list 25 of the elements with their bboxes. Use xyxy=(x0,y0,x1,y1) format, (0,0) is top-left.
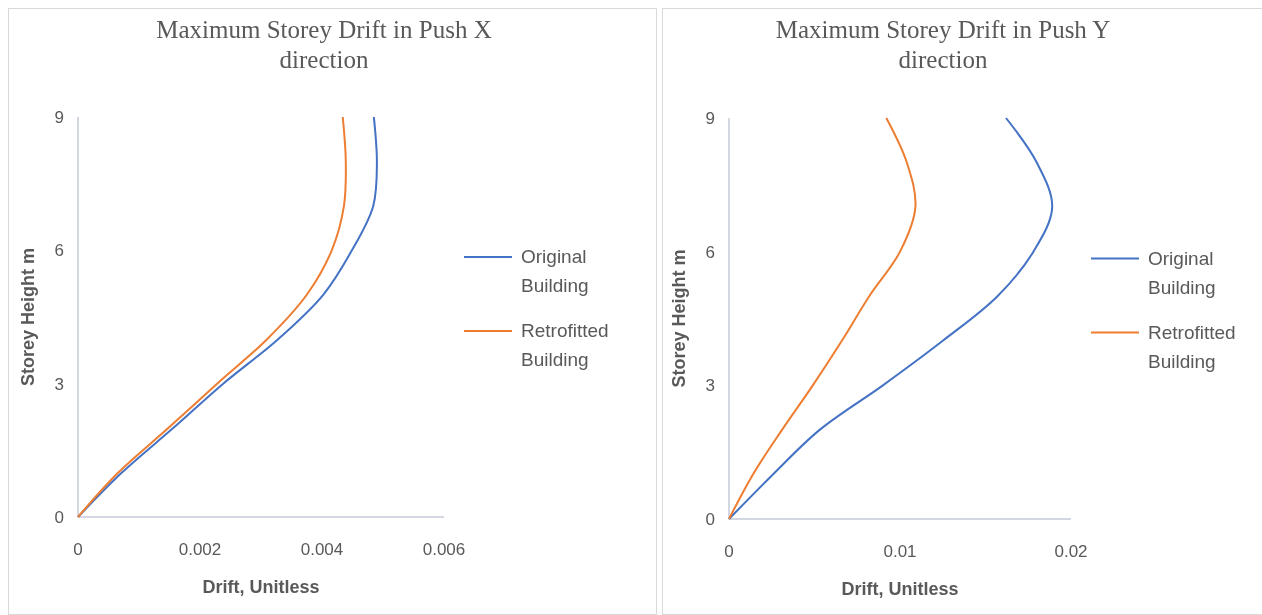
y-tick-label: 6 xyxy=(54,241,64,261)
chart-title: Maximum Storey Drift in Push Y direction xyxy=(775,16,1111,73)
legend-label: Original Building xyxy=(521,246,589,296)
x-tick-label: 0 xyxy=(73,540,83,559)
y-tick-label: 6 xyxy=(705,242,715,262)
y-axis-title: Storey Height m xyxy=(18,247,38,387)
x-tick-label: 0.01 xyxy=(883,542,917,561)
legend-label: Original Building xyxy=(1148,247,1216,298)
x-tick-label: 0.002 xyxy=(178,540,222,559)
y-tick-label: 0 xyxy=(705,510,715,529)
y-tick-label: 0 xyxy=(54,508,64,527)
x-tick-label: 0 xyxy=(724,542,734,561)
y-tick-label: 3 xyxy=(705,376,715,396)
x-tick-label: 0.004 xyxy=(300,540,344,559)
x-tick-label: 0.006 xyxy=(422,540,466,559)
x-tick-label: 0.02 xyxy=(1054,542,1088,561)
x-axis-title: Drift, Unitless xyxy=(841,579,959,599)
legend-label: Retrofitted Building xyxy=(1148,321,1236,372)
y-tick-label: 9 xyxy=(705,109,715,128)
chart-title: Maximum Storey Drift in Push X direction xyxy=(156,16,492,73)
y-axis-title: Storey Height m xyxy=(669,249,689,388)
x-axis-title: Drift, Unitless xyxy=(202,577,320,597)
legend-label: Retrofitted Building xyxy=(521,320,609,370)
y-tick-label: 9 xyxy=(54,108,64,127)
y-tick-label: 3 xyxy=(54,374,64,394)
